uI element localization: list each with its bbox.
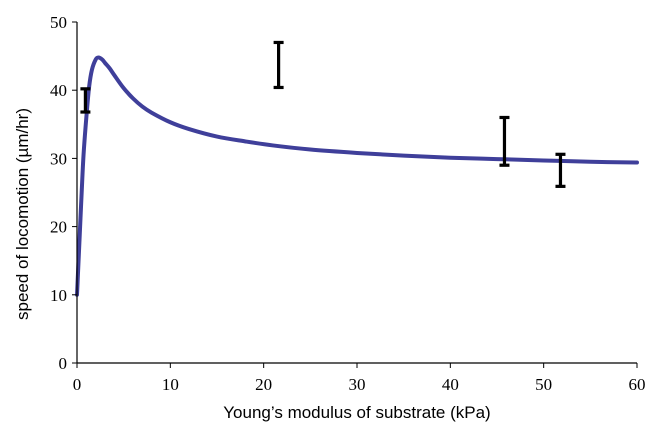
y-tick-label: 40 <box>50 81 67 100</box>
x-axis-title: Young’s modulus of substrate (kPa) <box>223 403 490 422</box>
x-tick-label: 0 <box>73 375 82 394</box>
x-tick-label: 10 <box>162 375 179 394</box>
y-axis-title: speed of locomotion (µm/hr) <box>13 108 32 320</box>
data-point <box>503 140 506 143</box>
y-tick-label: 20 <box>50 218 67 237</box>
x-tick-label: 40 <box>442 375 459 394</box>
x-tick-label: 30 <box>349 375 366 394</box>
y-tick-label: 30 <box>50 149 67 168</box>
y-tick-label: 50 <box>50 13 67 32</box>
error-bar <box>80 87 91 114</box>
data-point <box>559 168 562 172</box>
error-bar <box>499 115 510 167</box>
data-point <box>84 99 87 102</box>
y-tick-label: 0 <box>59 354 68 373</box>
x-tick-label: 20 <box>255 375 272 394</box>
x-tick-label: 60 <box>629 375 646 394</box>
y-tick-label: 10 <box>50 286 67 305</box>
model-curve <box>75 55 639 297</box>
x-tick-label: 50 <box>535 375 552 394</box>
error-bar <box>555 152 566 188</box>
data-point <box>277 63 280 67</box>
error-bar <box>273 40 284 90</box>
